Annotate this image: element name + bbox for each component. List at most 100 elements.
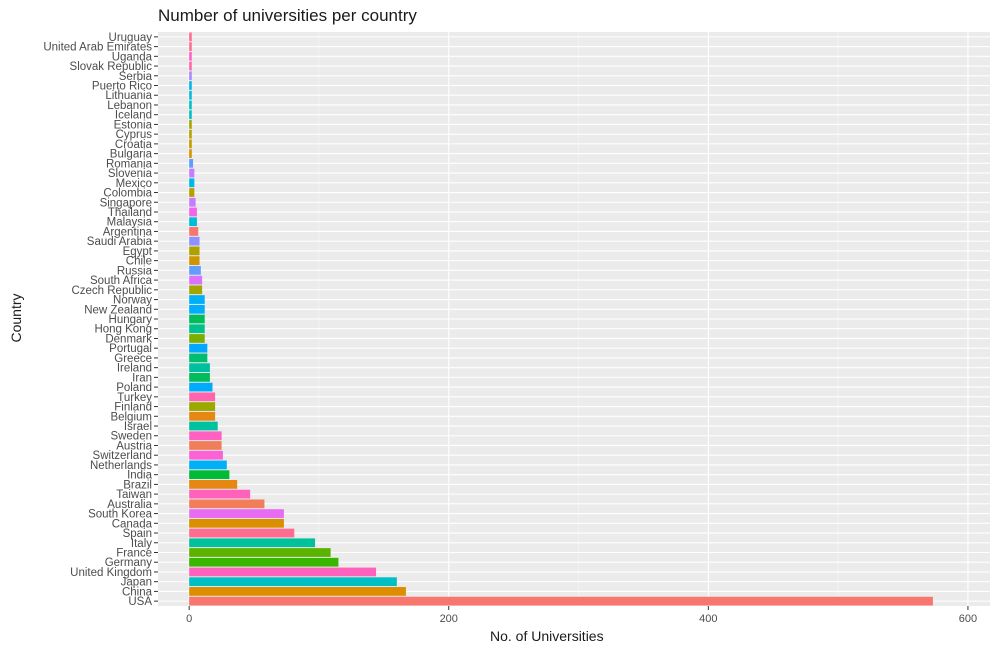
category-label: Sweden bbox=[110, 431, 152, 443]
category-label: New Zealand bbox=[84, 304, 152, 316]
category-label: Canada bbox=[112, 518, 153, 530]
bar-belgium bbox=[189, 411, 216, 421]
category-label: Chile bbox=[126, 256, 152, 268]
category-label: Croatia bbox=[115, 139, 153, 151]
bar-finland bbox=[189, 402, 216, 411]
category-label: Argentina bbox=[103, 226, 153, 238]
bar-germany bbox=[189, 557, 339, 567]
category-label: Netherlands bbox=[90, 460, 152, 472]
bar-greece bbox=[189, 353, 208, 363]
bar-new-zealand bbox=[189, 304, 205, 314]
category-label: Belgium bbox=[110, 411, 152, 423]
bar-malaysia bbox=[189, 217, 197, 227]
bar-czech-republic bbox=[189, 285, 203, 295]
category-label: Russia bbox=[117, 265, 153, 277]
bar-egypt bbox=[189, 246, 200, 256]
x-tick-label: 200 bbox=[440, 613, 458, 625]
category-label: Uruguay bbox=[109, 32, 153, 44]
category-label: Iceland bbox=[115, 110, 152, 122]
category-label: Norway bbox=[113, 295, 152, 307]
x-tick-labels: 0 200 400 600 bbox=[186, 606, 977, 625]
chart-title: Number of universities per country bbox=[158, 6, 417, 25]
category-label: Finland bbox=[114, 402, 152, 414]
x-axis-title: No. of Universities bbox=[490, 628, 604, 644]
bar-united-kingdom bbox=[189, 567, 377, 577]
category-label: Japan bbox=[121, 577, 152, 589]
category-label: Thailand bbox=[108, 207, 152, 219]
bar-lithuania bbox=[189, 90, 192, 100]
bar-mexico bbox=[189, 178, 195, 188]
bar-switzerland bbox=[189, 450, 223, 460]
bar-puerto-rico bbox=[189, 81, 192, 90]
bar-thailand bbox=[189, 207, 197, 217]
bar-slovenia bbox=[189, 168, 195, 178]
bar-china bbox=[189, 587, 406, 596]
category-label: Switzerland bbox=[93, 450, 152, 462]
bar-canada bbox=[189, 518, 284, 528]
bar-denmark bbox=[189, 334, 205, 343]
bar-poland bbox=[189, 382, 213, 392]
category-label: Italy bbox=[131, 538, 152, 550]
bar-usa bbox=[189, 596, 933, 606]
bar-estonia bbox=[189, 120, 192, 129]
x-tick-label: 600 bbox=[959, 613, 977, 625]
category-label: Hong Kong bbox=[94, 324, 152, 336]
bar-south-africa bbox=[189, 275, 203, 285]
bar-lebanon bbox=[189, 100, 192, 110]
bar-australia bbox=[189, 499, 265, 509]
bar-india bbox=[189, 470, 230, 480]
bar-bulgaria bbox=[189, 149, 192, 158]
category-label: Saudi Arabia bbox=[87, 236, 153, 248]
x-tick-label: 400 bbox=[699, 613, 717, 625]
bar-italy bbox=[189, 538, 316, 548]
bar-colombia bbox=[189, 188, 195, 197]
bar-south-korea bbox=[189, 509, 284, 518]
category-label: Singapore bbox=[100, 197, 152, 209]
category-label: Israel bbox=[124, 421, 152, 433]
bar-austria bbox=[189, 441, 222, 450]
category-label: Brazil bbox=[123, 479, 152, 491]
category-label: Iran bbox=[132, 372, 152, 384]
category-label: China bbox=[122, 586, 153, 598]
bar-russia bbox=[189, 265, 201, 275]
category-label: Slovenia bbox=[108, 168, 153, 180]
category-label: Slovak Republic bbox=[70, 61, 153, 73]
bar-hungary bbox=[189, 314, 205, 324]
bar-france bbox=[189, 548, 331, 557]
bar-singapore bbox=[189, 197, 196, 207]
category-label: Egypt bbox=[123, 246, 153, 258]
category-label: India bbox=[127, 470, 153, 482]
bar-brazil bbox=[189, 480, 238, 489]
category-label: Austria bbox=[116, 440, 152, 452]
category-label: Cyprus bbox=[116, 129, 153, 141]
bar-norway bbox=[189, 295, 205, 304]
category-label: Australia bbox=[107, 499, 152, 511]
bar-chile bbox=[189, 256, 200, 266]
bar-ireland bbox=[189, 363, 210, 373]
category-label: Taiwan bbox=[116, 489, 152, 501]
category-label: France bbox=[116, 547, 152, 559]
bar-sweden bbox=[189, 431, 222, 441]
category-label: Mexico bbox=[116, 178, 152, 190]
category-label: Malaysia bbox=[107, 217, 153, 229]
category-label: Puerto Rico bbox=[92, 81, 152, 93]
bar-uganda bbox=[189, 51, 192, 61]
category-label: Uganda bbox=[112, 51, 153, 63]
category-label: Lebanon bbox=[107, 100, 152, 112]
bar-taiwan bbox=[189, 489, 251, 499]
category-label: United Arab Emirates bbox=[43, 42, 152, 54]
bar-hong-kong bbox=[189, 324, 205, 334]
category-label: Serbia bbox=[119, 71, 153, 83]
bar-croatia bbox=[189, 139, 192, 149]
bar-portugal bbox=[189, 343, 208, 353]
bar-israel bbox=[189, 421, 218, 431]
category-label: South Africa bbox=[90, 275, 153, 287]
bar-japan bbox=[189, 577, 397, 587]
bar-cyprus bbox=[189, 129, 192, 139]
bars bbox=[189, 32, 933, 606]
bar-turkey bbox=[189, 392, 216, 402]
category-label: Germany bbox=[105, 557, 153, 569]
category-label: Portugal bbox=[109, 343, 152, 355]
